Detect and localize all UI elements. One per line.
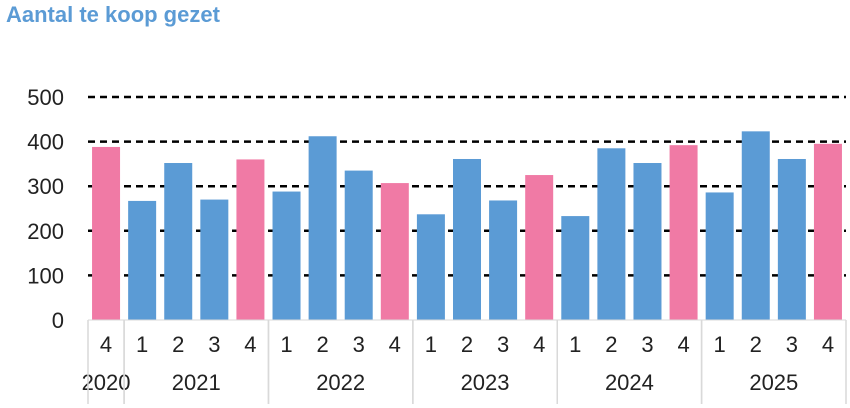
x-tick-label-quarter: 3 (786, 332, 798, 357)
bar (561, 216, 590, 320)
chart-title: Aantal te koop gezet (6, 2, 220, 27)
x-tick-label-quarter: 2 (605, 332, 617, 357)
bar (92, 146, 121, 320)
bar (669, 145, 698, 320)
x-tick-label-year: 2020 (82, 370, 131, 395)
x-tick-label-quarter: 1 (280, 332, 292, 357)
x-tick-label-quarter: 2 (750, 332, 762, 357)
bar (489, 200, 518, 320)
x-tick-label-quarter: 2 (172, 332, 184, 357)
y-tick-label: 300 (27, 174, 64, 199)
bar (236, 159, 265, 320)
bar (416, 214, 445, 320)
x-tick-label-quarter: 2 (316, 332, 328, 357)
x-tick-label-year: 2024 (605, 370, 654, 395)
x-tick-label-quarter: 4 (533, 332, 545, 357)
x-tick-label-year: 2025 (749, 370, 798, 395)
x-tick-label-year: 2022 (316, 370, 365, 395)
bar (633, 163, 662, 320)
x-tick-label-quarter: 1 (136, 332, 148, 357)
bar (380, 183, 409, 320)
bar (308, 136, 337, 320)
x-tick-label-quarter: 1 (569, 332, 581, 357)
x-tick-label-quarter: 3 (497, 332, 509, 357)
bar (597, 148, 626, 320)
bar (813, 143, 842, 320)
bar (453, 158, 481, 320)
bar (128, 200, 157, 320)
x-tick-label-quarter: 1 (714, 332, 726, 357)
bar (272, 191, 301, 320)
x-tick-label-quarter: 4 (100, 332, 112, 357)
bar (164, 163, 193, 320)
x-tick-label-quarter: 4 (389, 332, 401, 357)
y-tick-label: 400 (27, 130, 64, 155)
bar (741, 131, 770, 320)
x-tick-label-quarter: 4 (822, 332, 834, 357)
bar (200, 199, 229, 320)
x-tick-label-year: 2023 (461, 370, 510, 395)
x-tick-label-quarter: 4 (244, 332, 256, 357)
x-tick-label-quarter: 3 (641, 332, 653, 357)
x-tick-label-quarter: 2 (461, 332, 473, 357)
y-tick-label: 500 (27, 85, 64, 110)
x-tick-label-year: 2021 (172, 370, 221, 395)
y-axis-ticks: 0 100 200 300 400 500 (27, 85, 64, 333)
bar (344, 170, 373, 320)
x-tick-label-quarter: 1 (425, 332, 437, 357)
bar (705, 192, 734, 320)
y-tick-label: 200 (27, 219, 64, 244)
y-tick-label: 0 (52, 308, 64, 333)
bar (777, 158, 806, 320)
x-tick-label-quarter: 3 (353, 332, 365, 357)
x-tick-label-quarter: 3 (208, 332, 220, 357)
bars (92, 131, 842, 320)
y-tick-label: 100 (27, 263, 64, 288)
x-tick-label-quarter: 4 (677, 332, 689, 357)
bar (525, 175, 554, 320)
